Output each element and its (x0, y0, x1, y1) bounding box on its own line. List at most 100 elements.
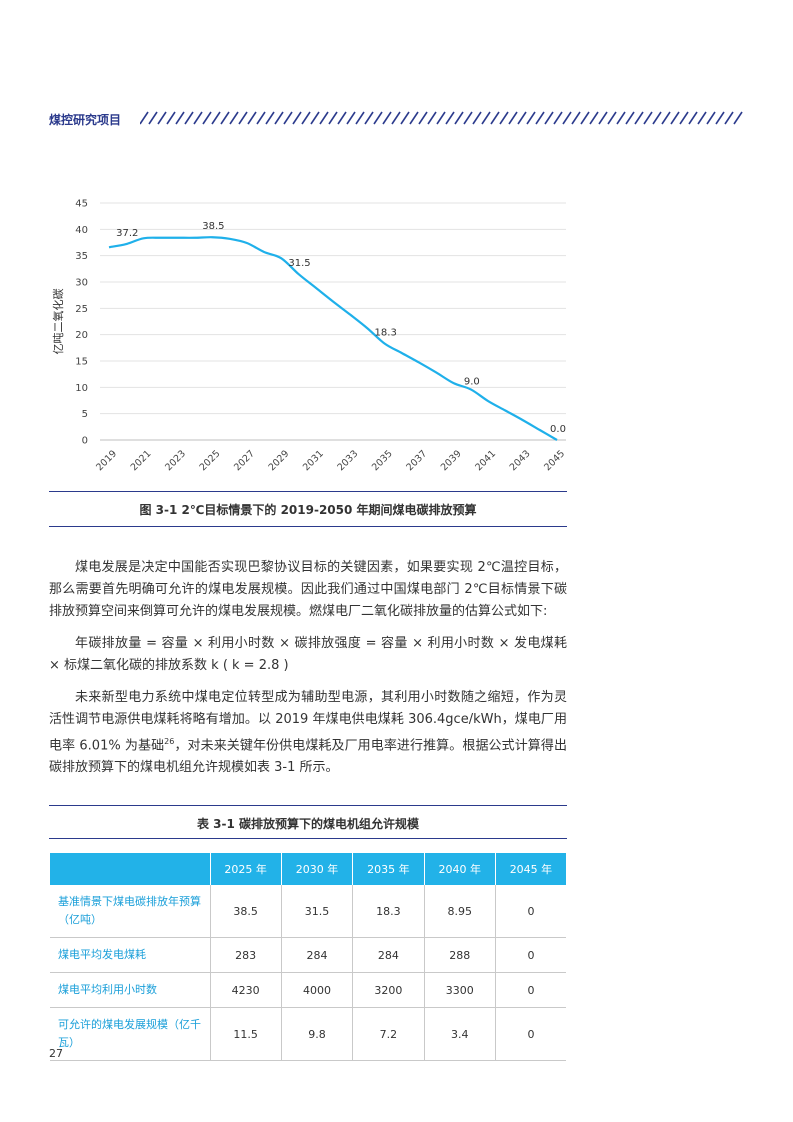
data-label: 38.5 (202, 221, 224, 232)
table-row: 煤电平均发电煤耗 283 284 284 288 0 (50, 937, 566, 973)
header-stripe (238, 111, 248, 125)
header-stripe (499, 111, 509, 125)
header-stripe (463, 111, 473, 125)
x-tick-label: 2039 (439, 448, 464, 473)
header-stripe (445, 111, 455, 125)
header-stripe (355, 111, 365, 125)
header-stripe (688, 111, 698, 125)
formula-block: 年碳排放量 = 容量 × 利用小时数 × 碳排放强度 = 容量 × 利用小时数 … (49, 633, 567, 677)
data-label: 37.2 (116, 228, 138, 239)
table-caption-rule (49, 838, 567, 839)
y-tick-label: 35 (75, 251, 88, 262)
y-tick-label: 40 (75, 225, 88, 236)
header-cell-2035: 2035 年 (352, 853, 425, 885)
page-number: 27 (49, 1047, 63, 1060)
header-stripe (202, 111, 212, 125)
x-tick-label: 2041 (473, 448, 498, 473)
table-cell: 288 (424, 937, 496, 973)
table-row: 基准情景下煤电碳排放年预算（亿吨） 38.5 31.5 18.3 8.95 0 (50, 885, 566, 938)
x-tick-label: 2025 (198, 448, 223, 473)
header-stripe (157, 111, 167, 125)
table-cell: 7.2 (352, 1007, 425, 1061)
header-stripe (706, 111, 716, 125)
header-title: 煤控研究项目 (49, 113, 122, 127)
paragraph-1: 煤电发展是决定中国能否实现巴黎协议目标的关键因素，如果要实现 2℃温控目标，那么… (49, 557, 567, 623)
x-tick-label: 2045 (542, 448, 567, 473)
y-tick-label: 0 (82, 436, 88, 447)
row-label: 煤电平均发电煤耗 (50, 937, 211, 973)
header-stripe (571, 111, 581, 125)
y-tick-label: 5 (82, 409, 88, 420)
header-stripe (373, 111, 383, 125)
header-stripe (301, 111, 311, 125)
header-stripe (544, 111, 554, 125)
table-cell: 31.5 (281, 885, 354, 938)
y-tick-label: 15 (75, 357, 88, 368)
header-stripe (184, 111, 194, 125)
header-stripe (337, 111, 347, 125)
table-cell: 0 (495, 885, 566, 938)
data-label: 18.3 (375, 328, 397, 339)
x-tick-label: 2019 (94, 448, 119, 473)
paragraph-2-part-a: 未来新型电力系统中煤电定位转型成为辅助型电源，其利用小时数随之缩短，作为灵活性调… (49, 690, 567, 754)
caption-bottom-rule (49, 526, 567, 527)
table-row: 煤电平均利用小时数 4230 4000 3200 3300 0 (50, 972, 566, 1008)
table-cell: 18.3 (352, 885, 425, 938)
header-cell-2040: 2040 年 (424, 853, 496, 885)
table-cell: 3.4 (424, 1007, 496, 1061)
header-stripe (643, 111, 653, 125)
table-cell: 9.8 (281, 1007, 354, 1061)
header-stripe (616, 111, 626, 125)
table-cell: 3300 (424, 972, 496, 1008)
x-tick-label: 2023 (163, 448, 188, 473)
table-cell: 11.5 (210, 1007, 282, 1061)
table-top-rule (49, 805, 567, 806)
header-stripe (481, 111, 491, 125)
row-label: 基准情景下煤电碳排放年预算（亿吨） (50, 885, 211, 938)
header-cell-2025: 2025 年 (210, 853, 282, 885)
table-cell: 284 (281, 937, 354, 973)
header-stripe (256, 111, 266, 125)
row-label: 煤电平均利用小时数 (50, 972, 211, 1008)
header-stripe (535, 111, 545, 125)
paragraph-1-text: 煤电发展是决定中国能否实现巴黎协议目标的关键因素，如果要实现 2℃温控目标，那么… (49, 560, 567, 619)
header-stripe (553, 111, 563, 125)
row-label: 可允许的煤电发展规模（亿千瓦） (50, 1007, 211, 1061)
header-stripe (625, 111, 635, 125)
y-axis-label: 亿吨二氧化碳 (51, 289, 65, 355)
table-cell: 4000 (281, 972, 354, 1008)
table-cell: 3200 (352, 972, 425, 1008)
header-stripe (697, 111, 707, 125)
header-stripe (175, 111, 185, 125)
header-cell-blank (50, 853, 211, 885)
header-stripe (364, 111, 374, 125)
header-stripe (670, 111, 680, 125)
x-tick-label: 2027 (232, 448, 257, 473)
header-stripe (679, 111, 689, 125)
table-cell: 0 (495, 972, 566, 1008)
paragraph-2: 未来新型电力系统中煤电定位转型成为辅助型电源，其利用小时数随之缩短，作为灵活性调… (49, 687, 567, 779)
y-tick-label: 25 (75, 304, 88, 315)
header-stripe (220, 111, 230, 125)
table-cell: 284 (352, 937, 425, 973)
header-stripe (454, 111, 464, 125)
table-cell: 283 (210, 937, 282, 973)
header-stripe (715, 111, 725, 125)
header-stripes (140, 111, 743, 125)
header-stripe (589, 111, 599, 125)
y-tick-label: 20 (75, 330, 88, 341)
header-cell-2045: 2045 年 (495, 853, 566, 885)
x-tick-label: 2031 (301, 448, 326, 473)
header-stripe (166, 111, 176, 125)
header-stripe (283, 111, 293, 125)
x-tick-label: 2037 (404, 448, 429, 473)
header-stripe (526, 111, 536, 125)
header-stripe (724, 111, 734, 125)
data-label: 0.0 (550, 424, 566, 435)
caption-top-rule (49, 491, 567, 492)
header-stripe (427, 111, 437, 125)
data-label: 9.0 (464, 377, 480, 388)
header-stripe (391, 111, 401, 125)
header-stripe (229, 111, 239, 125)
